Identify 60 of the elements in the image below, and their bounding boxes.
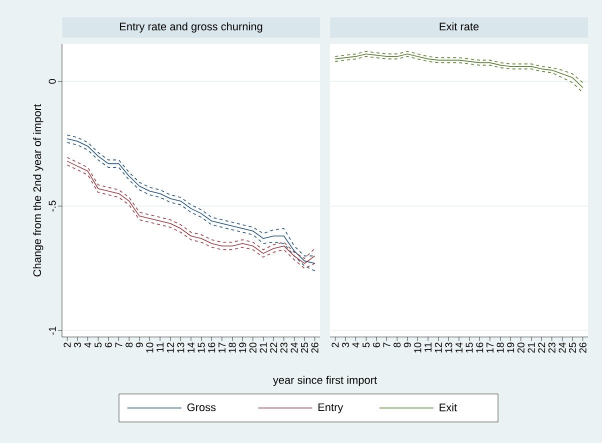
x-tick-label: 6 [372, 342, 380, 348]
x-tick-label: 17 [218, 342, 226, 352]
legend-label: Gross [187, 403, 216, 412]
legend-label: Exit [440, 403, 457, 412]
x-tick-label: 12 [434, 342, 442, 352]
x-tick-label: 5 [94, 342, 102, 348]
x-tick-label: 18 [496, 342, 504, 352]
x-tick-label: 9 [404, 342, 411, 348]
x-tick-label: 24 [558, 342, 566, 353]
x-tick-label: 10 [414, 342, 422, 352]
chart-title: Entry rate and gross churning [120, 22, 262, 33]
x-tick-label: 4 [352, 342, 360, 348]
y-tick-label: 0 [48, 79, 56, 84]
x-tick-label: 2 [64, 342, 71, 348]
x-tick-label: 6 [104, 342, 112, 348]
x-tick-label: 14 [456, 342, 462, 352]
x-tick-label: 4 [84, 342, 92, 348]
x-tick-label: 26 [311, 342, 318, 353]
x-tick-label: 11 [156, 342, 164, 352]
x-tick-label: 22 [538, 342, 546, 353]
x-tick-label: 21 [260, 342, 267, 353]
x-tick-label: 12 [166, 342, 174, 352]
x-tick-label: 24 [290, 342, 298, 353]
x-tick-label: 25 [301, 342, 308, 353]
x-tick-label: 18 [228, 342, 236, 352]
x-tick-label: 10 [146, 342, 154, 352]
x-tick-label: 13 [177, 342, 184, 352]
legend-label: Entry [318, 403, 344, 414]
x-tick-label: 13 [445, 342, 452, 352]
x-tick-label: 2 [332, 342, 339, 348]
x-tick-label: 7 [383, 342, 390, 348]
x-tick-label: 16 [208, 342, 216, 352]
x-tick-label: 21 [528, 342, 535, 353]
y-tick-label: -1 [48, 326, 56, 335]
x-tick-label: 15 [198, 342, 205, 352]
y-axis-title: Change from the 2nd year of import [33, 104, 44, 276]
x-tick-label: 14 [188, 342, 194, 352]
x-tick-label: 16 [476, 342, 484, 352]
x-tick-label: 19 [507, 342, 514, 352]
x-tick-label: 26 [579, 342, 586, 353]
y-tick-label: -.5 [48, 200, 56, 212]
x-tick-label: 7 [115, 342, 122, 348]
x-tick-label: 15 [466, 342, 473, 352]
x-tick-label: 9 [136, 342, 143, 348]
x-axis-title: year since first import [272, 376, 377, 386]
x-tick-label: 23 [548, 342, 556, 353]
x-tick-label: 8 [394, 342, 401, 348]
x-tick-label: 19 [239, 342, 246, 352]
x-tick-label: 3 [342, 342, 350, 348]
x-tick-label: 3 [74, 342, 82, 348]
x-tick-label: 23 [280, 342, 288, 353]
x-tick-label: 20 [517, 342, 524, 353]
x-tick-label: 25 [569, 342, 576, 353]
x-tick-label: 11 [424, 342, 432, 352]
x-tick-label: 17 [486, 342, 494, 352]
x-tick-label: 5 [362, 342, 370, 348]
x-tick-label: 20 [249, 342, 256, 353]
x-tick-label: 8 [126, 342, 133, 348]
x-tick-label: 22 [270, 342, 278, 353]
chart-title: Exit rate [440, 22, 479, 30]
